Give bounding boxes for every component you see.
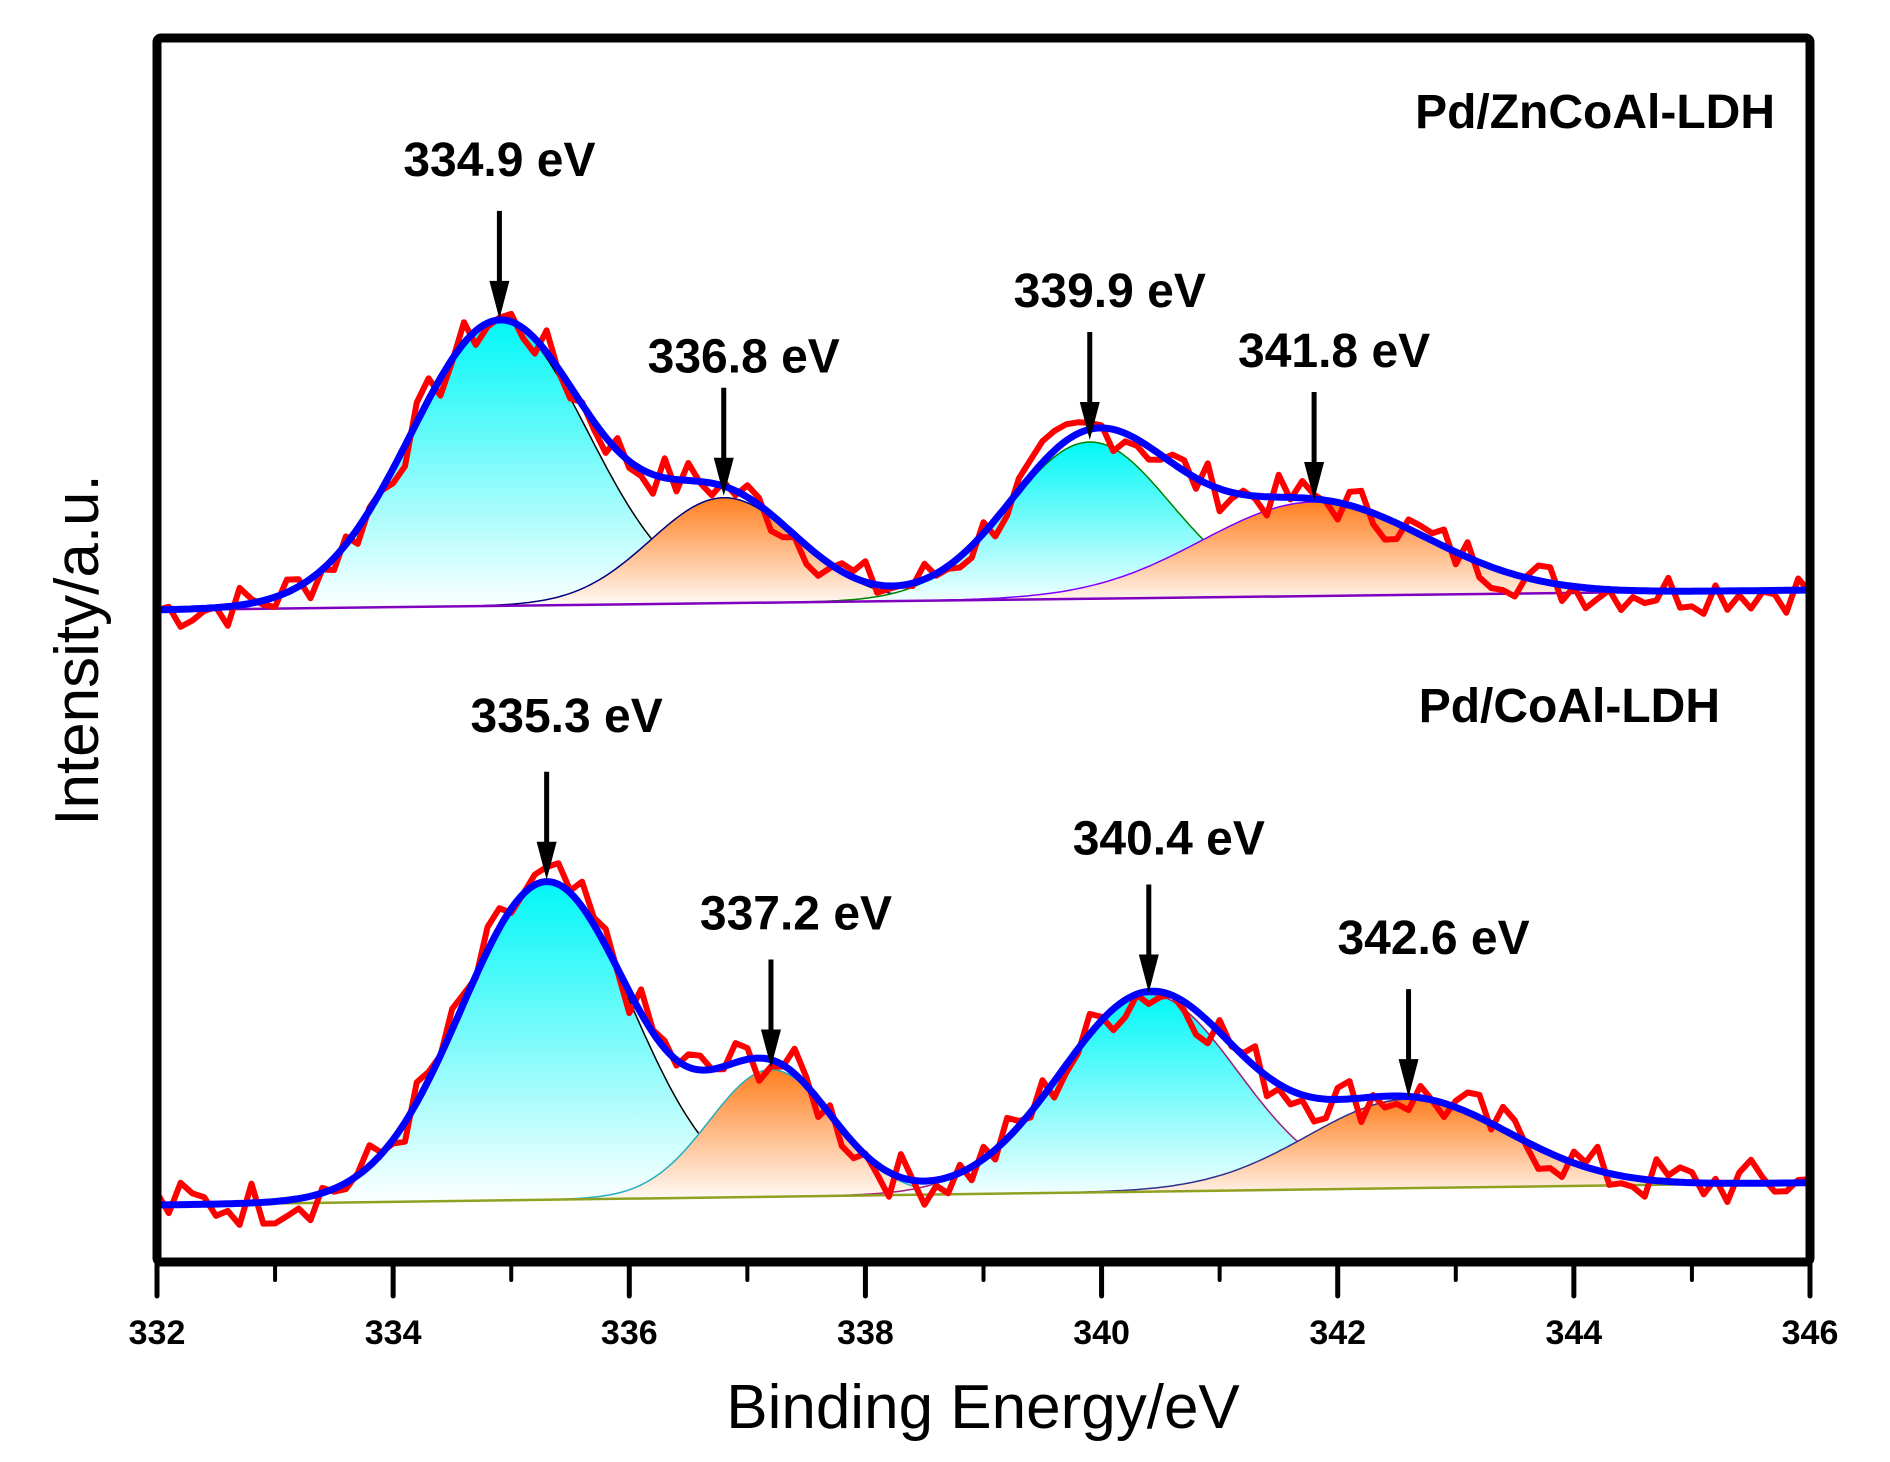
plot-area <box>154 310 1813 1228</box>
peak-arrow-head <box>760 1029 781 1068</box>
x-tick-label: 334 <box>365 1314 422 1352</box>
peak-label: 339.9 eV <box>1014 265 1206 318</box>
panel-label: Pd/ZnCoAl-LDH <box>1415 86 1775 139</box>
component-fill <box>157 881 1810 1205</box>
y-axis-title: Intensity/a.u. <box>43 474 112 826</box>
panel-label: Pd/CoAl-LDH <box>1419 680 1720 733</box>
x-tick-label: 344 <box>1545 1314 1602 1352</box>
peak-arrow-head <box>1079 401 1100 440</box>
peak-arrow-head <box>713 457 734 496</box>
peak-arrow-head <box>1304 461 1325 500</box>
peak-label: 340.4 eV <box>1073 812 1265 865</box>
component-fill <box>157 502 1810 610</box>
peak-arrow-head <box>1398 1059 1419 1098</box>
panel-pd-zncoal-ldh <box>156 310 1813 630</box>
peak-label: 337.2 eV <box>700 888 892 941</box>
raw-data-line <box>156 310 1813 630</box>
peak-label: 341.8 eV <box>1238 325 1430 378</box>
x-axis-title: Binding Energy/eV <box>726 1373 1240 1442</box>
annotations: 334.9 eV 336.8 eV 339.9 eV 341.8 eV Pd/ZnCoA… <box>403 86 1775 1098</box>
peak-label: 334.9 eV <box>403 134 595 187</box>
peak-label: 336.8 eV <box>648 331 840 384</box>
x-tick-label: 346 <box>1782 1314 1839 1352</box>
peak-arrow-head <box>1138 954 1159 993</box>
x-tick-label: 336 <box>601 1314 658 1352</box>
envelope-fit-line <box>157 316 1811 614</box>
component-fill <box>157 1099 1810 1205</box>
baseline <box>156 1181 1811 1207</box>
x-tick-label: 332 <box>129 1314 186 1352</box>
component-fill <box>157 442 1810 610</box>
peak-arrow-head <box>489 280 510 319</box>
panel-pd-coal-ldh <box>154 860 1811 1228</box>
envelope-fit-line <box>156 878 1811 1209</box>
x-tick-label: 338 <box>837 1314 894 1352</box>
component-fill <box>157 320 1810 610</box>
x-tick-label: 342 <box>1309 1314 1366 1352</box>
x-axis: 332 334 336 338 340 342 344 346 <box>129 1259 1839 1352</box>
plot-frame <box>152 33 1815 1267</box>
peak-label: 335.3 eV <box>471 690 663 743</box>
peak-arrow-head <box>536 841 557 880</box>
x-tick-label: 340 <box>1073 1314 1130 1352</box>
peak-label: 342.6 eV <box>1337 912 1529 965</box>
baseline <box>156 588 1811 612</box>
